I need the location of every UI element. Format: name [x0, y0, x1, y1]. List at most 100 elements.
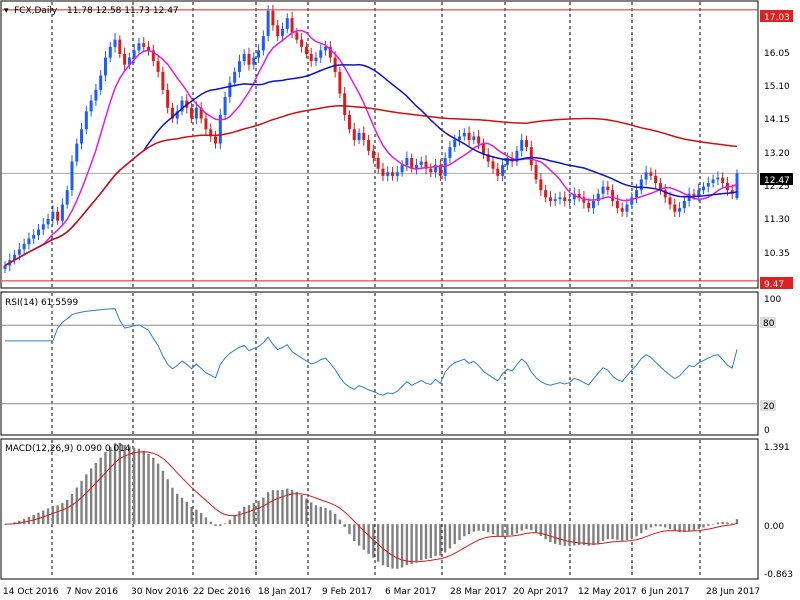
- rsi-title: RSI(14) 61.5599: [5, 298, 78, 308]
- candle-body: [544, 190, 548, 198]
- macd-bar: [501, 524, 504, 537]
- macd-bar: [616, 524, 619, 540]
- macd-bar: [520, 524, 523, 531]
- candle-body: [290, 18, 294, 33]
- macd-bar: [611, 524, 614, 540]
- rsi-tick: 100: [764, 295, 781, 305]
- candle-body: [170, 107, 174, 119]
- macd-bar: [204, 517, 208, 525]
- candle-body: [434, 165, 438, 173]
- macd-bar: [75, 487, 78, 525]
- candle-body: [161, 71, 165, 90]
- candle-body: [242, 53, 246, 62]
- macd-bar: [582, 524, 586, 546]
- candle-body: [118, 39, 122, 54]
- candle-body: [419, 161, 423, 166]
- candle-body: [395, 172, 399, 176]
- time-label: 6 Mar 2017: [385, 587, 436, 597]
- macd-bar: [3, 524, 7, 525]
- macd-bar: [367, 524, 370, 554]
- time-label: 9 Feb 2017: [322, 587, 372, 597]
- macd-bar: [104, 451, 107, 525]
- macd-panel[interactable]: [0, 438, 759, 580]
- macd-bar: [659, 524, 662, 527]
- candle-body: [309, 53, 313, 62]
- macd-tick: 0.00: [764, 522, 784, 532]
- time-label: 12 May 2017: [578, 587, 637, 597]
- symbol-dropdown-icon[interactable]: ▾: [4, 6, 9, 16]
- rsi-panel[interactable]: [0, 291, 759, 436]
- macd-bar: [51, 505, 55, 525]
- macd-bar: [716, 522, 720, 525]
- candle-body: [668, 197, 672, 205]
- macd-bar: [247, 505, 251, 525]
- candle-body: [209, 129, 213, 137]
- time-label: 14 Oct 2016: [3, 587, 59, 597]
- macd-bar: [372, 524, 375, 558]
- macd-bar: [673, 524, 677, 532]
- macd-bar: [199, 513, 203, 525]
- macd-bar: [262, 497, 265, 525]
- macd-bar: [544, 524, 547, 540]
- candle-body: [658, 183, 662, 191]
- candle-body: [199, 107, 203, 119]
- candle-body: [706, 183, 710, 187]
- candle-body: [204, 118, 208, 130]
- macd-bar: [630, 524, 633, 539]
- macd-bar: [620, 524, 624, 541]
- macd-bar: [128, 446, 131, 525]
- macd-bar: [219, 524, 222, 526]
- macd-bar: [530, 524, 533, 531]
- macd-axis: 1.391 0.00 -0.863: [764, 443, 793, 580]
- candle-body: [663, 190, 667, 198]
- price-panel[interactable]: [0, 0, 759, 289]
- price-axis: 16.05 15.10 14.15 13.20 12.25 11.30 10.3…: [760, 10, 793, 290]
- candle-body: [266, 10, 270, 37]
- macd-bar: [61, 503, 64, 525]
- macd-bar: [601, 524, 605, 541]
- macd-bar: [223, 523, 227, 525]
- rsi-axis: 100 80 20 0: [760, 295, 781, 436]
- macd-bar: [56, 505, 59, 525]
- candle-body: [175, 111, 179, 119]
- macd-bar: [46, 508, 50, 525]
- candle-body: [496, 168, 500, 176]
- candle-body: [591, 200, 595, 209]
- macd-bar: [118, 442, 122, 525]
- candle-body: [51, 211, 55, 219]
- macd-bar: [424, 524, 428, 560]
- macd-bar: [271, 490, 275, 525]
- high-level-label: 17.03: [764, 13, 790, 23]
- candle-body: [462, 132, 466, 137]
- candle-body: [682, 200, 686, 209]
- macd-bar: [329, 510, 332, 525]
- candle-body: [453, 140, 457, 148]
- rsi-tick: 0: [764, 426, 770, 436]
- macd-bar: [396, 524, 399, 569]
- macd-bar: [85, 474, 88, 525]
- candle-body: [223, 97, 227, 115]
- candle-body: [319, 50, 323, 58]
- candle-body: [123, 53, 127, 65]
- price-tick: 14.15: [764, 115, 790, 125]
- candle-body: [424, 161, 428, 169]
- candle-body: [448, 147, 452, 158]
- candle-body: [271, 10, 275, 26]
- macd-bar: [568, 524, 571, 547]
- candle-body: [180, 100, 184, 112]
- macd-bar: [228, 519, 232, 525]
- macd-bar: [142, 450, 145, 525]
- macd-bar: [405, 524, 409, 566]
- price-candles: [3, 4, 739, 273]
- macd-bar: [458, 524, 461, 541]
- candle-body: [127, 57, 131, 65]
- candle-body: [338, 71, 342, 94]
- price-tick: 16.05: [764, 49, 790, 59]
- time-label: 7 Nov 2016: [66, 587, 118, 597]
- macd-bar: [726, 522, 729, 525]
- macd-bar: [434, 524, 437, 557]
- candle-body: [295, 32, 299, 40]
- candle-body: [75, 143, 79, 162]
- candle-body: [84, 111, 88, 130]
